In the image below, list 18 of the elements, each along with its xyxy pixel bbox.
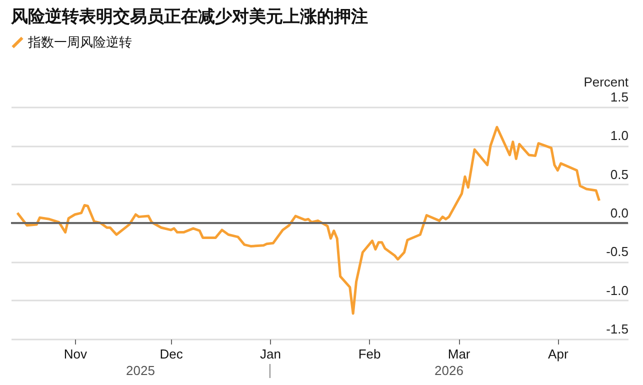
y-tick-label: 1.0	[610, 128, 628, 144]
y-axis-title: Percent	[584, 74, 629, 90]
y-tick-label: 1.5	[610, 90, 628, 104]
text: 2025	[126, 363, 155, 378]
legend-label: 指数一周风险逆转	[27, 34, 132, 50]
x-tick-label: Nov	[64, 346, 88, 362]
y-tick-label: -0.5	[606, 244, 628, 260]
x-tick-label: Feb	[358, 346, 381, 362]
x-tick-label: Mar	[448, 346, 471, 362]
y-tick-label: -1.5	[606, 322, 628, 336]
x-tick-label: Apr	[548, 346, 569, 362]
y-tick-label: 0.0	[610, 206, 628, 220]
y-tick-label: -1.0	[606, 282, 628, 298]
x-tick-label: Jan	[260, 346, 281, 362]
text: 2026	[434, 363, 464, 378]
x-tick-label: Dec	[160, 346, 184, 362]
y-tick-label: 0.5	[610, 166, 628, 182]
chart-title: 风险逆转表明交易员正在减少对美元上涨的押注	[10, 7, 368, 26]
